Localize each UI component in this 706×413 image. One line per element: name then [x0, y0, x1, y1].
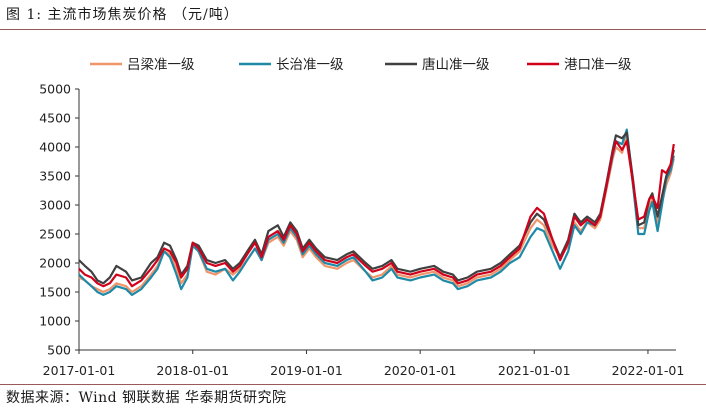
- series-line-4: [78, 140, 675, 288]
- legend-label-3: 唐山准一级: [422, 56, 490, 73]
- x-tick-label: 2018-01-01: [156, 363, 229, 378]
- x-tick-label: 2021-01-01: [498, 363, 571, 378]
- y-tick-label: 1500: [39, 285, 71, 300]
- y-tick-label: 4500: [39, 111, 71, 126]
- y-tick-label: 3500: [39, 169, 71, 184]
- y-tick-label: 2000: [39, 256, 71, 271]
- y-tick-label: 2500: [39, 227, 71, 242]
- y-tick-label: 500: [47, 343, 71, 358]
- x-tick-label: 2017-01-01: [43, 363, 116, 378]
- series-line-3: [78, 131, 675, 285]
- source-note: 数据来源：Wind 钢联数据 华泰期货研究院: [6, 390, 287, 406]
- legend-label-4: 港口准一级: [564, 57, 632, 73]
- x-tick-label: 2022-01-01: [612, 363, 685, 378]
- x-tick-label: 2019-01-01: [270, 363, 343, 378]
- legend-label-2: 长治准一级: [276, 57, 344, 73]
- legend-label-1: 吕梁准一级: [127, 57, 195, 73]
- y-tick-label: 1000: [39, 314, 71, 329]
- y-tick-label: 4000: [39, 140, 71, 155]
- top-rule: [0, 29, 706, 30]
- y-tick-label: 3000: [39, 198, 71, 213]
- coke-price-line-chart: 500 1000 1500 2000 2500 3000 3500 4000 4500 5000 2…: [39, 56, 685, 378]
- bottom-rule: [0, 384, 706, 385]
- y-tick-label: 5000: [39, 82, 71, 97]
- figure-title: 图 1: 主流市场焦炭价格 （元/吨）: [6, 7, 239, 23]
- x-tick-label: 2020-01-01: [384, 363, 457, 378]
